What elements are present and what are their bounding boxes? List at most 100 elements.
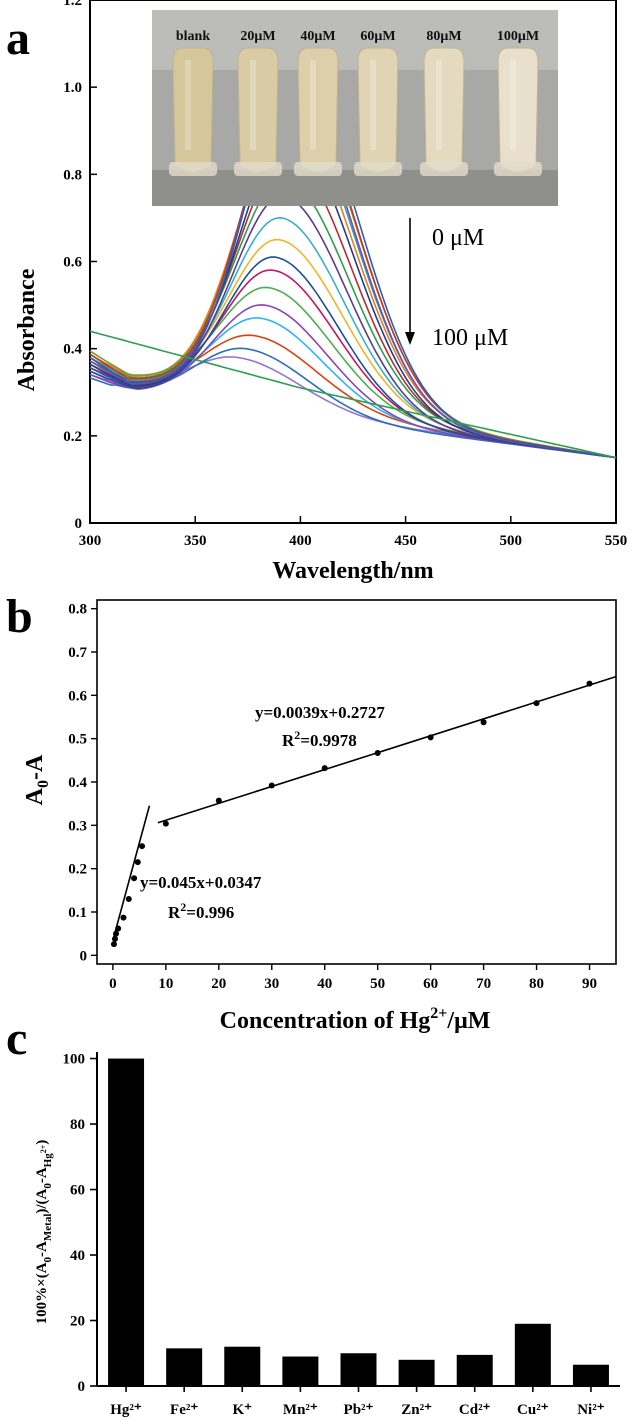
y-tick-label-b: 0.4 — [68, 775, 87, 791]
vial-label: 100μM — [497, 29, 539, 44]
x-axis-title-a: Wavelength/nm — [272, 558, 433, 584]
data-point — [113, 930, 120, 937]
vial: 40μM — [294, 29, 342, 176]
x-tick-label-a: 400 — [289, 533, 312, 549]
absorbance-curve — [89, 195, 617, 459]
bar — [340, 1353, 377, 1386]
y-tick-label-b: 0.3 — [68, 818, 87, 834]
fit-line — [112, 805, 151, 941]
y-tick-label-c: 40 — [70, 1248, 85, 1264]
selectivity-bar-chart: 0 20 40 60 80 100 Hg²⁺ Fe²⁺ K⁺ Mn²⁺ Pb²⁺ Zn²⁺ Cd²⁺ C… — [34, 1052, 620, 1418]
data-point — [321, 765, 328, 772]
calibration-chart: 0 0.1 0.2 0.3 0.4 0.5 0.6 0.7 0.8 0 10 20 30 40 50 60 7… — [22, 599, 617, 1034]
absorbance-chart: 0 0.2 0.4 0.6 0.8 1.0 1.2 300 350 400 450 500 550 b… — [14, 0, 627, 584]
bar — [282, 1356, 319, 1386]
annotation-0uM: 0 μM — [432, 225, 484, 251]
fit-equation-low: y=0.045x+0.0347 — [140, 873, 262, 892]
x-tick-label-a: 500 — [500, 533, 523, 549]
x-tick-label-b: 40 — [317, 976, 332, 992]
data-point — [112, 935, 119, 942]
category-label: Zn²⁺ — [401, 1402, 432, 1418]
category-label: K⁺ — [232, 1402, 252, 1418]
absorbance-curve — [89, 269, 617, 459]
data-point — [139, 843, 146, 850]
y-tick-label-c: 60 — [70, 1183, 85, 1199]
vial: blank — [169, 29, 217, 176]
x-tick-label-b: 30 — [264, 976, 279, 992]
x-tick-label-a: 450 — [394, 533, 417, 549]
category-label: Mn²⁺ — [283, 1402, 318, 1418]
vial-body — [172, 47, 214, 172]
x-tick-label-b: 10 — [158, 976, 173, 992]
fit-r2-high: R2=0.9978 — [282, 728, 357, 750]
data-point — [268, 782, 275, 789]
data-point — [131, 875, 138, 882]
y-tick-label-c: 0 — [78, 1379, 86, 1395]
x-tick-label-b: 70 — [476, 976, 491, 992]
x-tick-label-b: 20 — [211, 976, 226, 992]
vial-cap — [234, 162, 282, 176]
y-tick-label-b: 0.7 — [68, 645, 87, 661]
data-point — [134, 859, 141, 866]
x-tick-label-b: 60 — [423, 976, 438, 992]
x-axis-title-b: Concentration of Hg2+/μM — [220, 1005, 491, 1034]
y-axis-title-a: Absorbance — [14, 268, 40, 391]
x-tick-label-a: 350 — [184, 533, 207, 549]
vial-body — [423, 47, 465, 172]
y-tick-label-b: 0.1 — [68, 905, 87, 921]
panel-b-letter: b — [6, 590, 33, 643]
y-tick-label-b: 0.6 — [68, 688, 87, 704]
vial-cap — [294, 162, 342, 176]
data-point — [374, 749, 381, 756]
vial-label: 80μM — [426, 29, 461, 44]
data-point — [162, 820, 169, 827]
fit-line — [157, 675, 617, 824]
vial-body — [357, 47, 399, 172]
x-tick-label-a: 550 — [605, 533, 628, 549]
data-point — [215, 797, 222, 804]
y-tick-label-a: 0.2 — [63, 429, 82, 445]
bar — [108, 1058, 145, 1386]
category-label: Pb²⁺ — [344, 1402, 374, 1418]
y-tick-label-b: 0.2 — [68, 862, 87, 878]
data-point — [125, 896, 132, 902]
panel-c-letter: c — [6, 1012, 27, 1065]
category-label: Fe²⁺ — [170, 1402, 198, 1418]
data-point — [110, 941, 117, 948]
y-axis-title-c: 100%×(A0-AMetal)/(A0-AHg2+) — [34, 1140, 54, 1325]
absorbance-curve — [89, 347, 617, 459]
y-tick-label-b: 0.5 — [68, 732, 87, 748]
decrease-arrow-head — [405, 332, 415, 345]
vial: 20μM — [234, 29, 282, 176]
panel-a-letter: a — [6, 12, 30, 65]
vial-cap — [494, 162, 542, 176]
bar — [572, 1364, 609, 1386]
data-point — [115, 925, 122, 932]
vial: 60μM — [354, 29, 402, 176]
y-tick-label-a: 0.6 — [63, 255, 82, 271]
bar — [166, 1348, 203, 1386]
y-tick-label-b: 0 — [80, 948, 88, 964]
x-tick-label-a: 300 — [79, 533, 102, 549]
bar — [224, 1346, 261, 1386]
bar — [514, 1323, 551, 1386]
x-tick-label-b: 50 — [370, 976, 385, 992]
fit-r2-low: R2=0.996 — [168, 900, 234, 922]
vial-label: 60μM — [360, 29, 395, 44]
vial-body — [497, 47, 539, 172]
y-axis-title-b: A0-A — [22, 754, 52, 805]
y-tick-label-b: 0.8 — [68, 602, 87, 618]
data-point — [533, 700, 540, 707]
vial-photo-inset: blank 20μM 40μM 60μM 80μM 100μM — [152, 10, 558, 206]
y-tick-label-c: 100 — [63, 1052, 86, 1068]
y-tick-label-a: 0.4 — [63, 342, 82, 358]
absorbance-curve — [89, 334, 617, 459]
y-tick-label-a: 1.2 — [63, 0, 82, 9]
category-label: Cd²⁺ — [459, 1402, 491, 1418]
y-tick-label-c: 80 — [70, 1117, 85, 1133]
vial-label: 40μM — [300, 29, 335, 44]
vial-body — [297, 47, 339, 172]
data-point — [586, 680, 593, 687]
vial-cap — [354, 162, 402, 176]
vial-label: blank — [176, 29, 210, 44]
